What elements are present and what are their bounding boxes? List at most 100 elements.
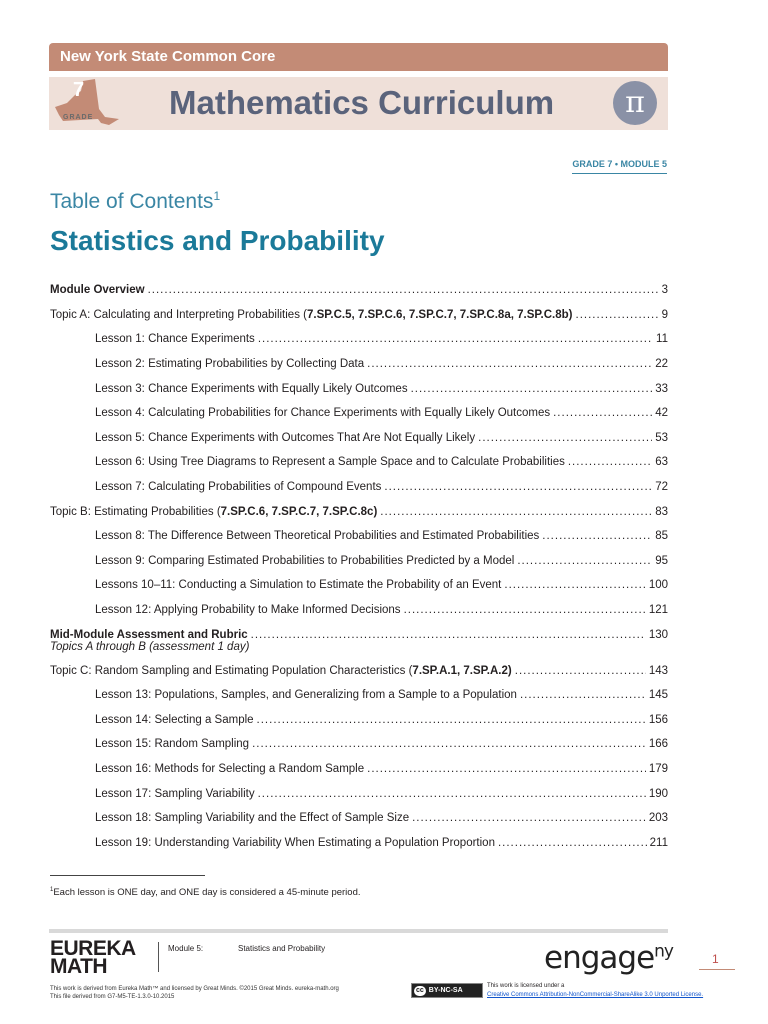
license-text: This work is licensed under a bbox=[487, 983, 565, 989]
footer-separator bbox=[158, 942, 159, 972]
entry-title: Lesson 8: The Difference Between Theoret… bbox=[95, 530, 540, 543]
module-title: Statistics and Probability bbox=[50, 225, 385, 256]
entry-standards: 7.SP.A.1, 7.SP.A.2 bbox=[412, 664, 508, 677]
entry-page-number: 42 bbox=[655, 407, 668, 420]
toc-lesson-entry[interactable]: Lesson 13: Populations, Samples, and Gen… bbox=[50, 683, 668, 708]
entry-title: Lesson 12: Applying Probability to Make … bbox=[95, 604, 401, 617]
entry-close-paren: ) bbox=[373, 505, 378, 518]
toc-lesson-entry[interactable]: Lesson 19: Understanding Variability Whe… bbox=[50, 830, 668, 855]
entry-page-number: 211 bbox=[649, 836, 668, 849]
toc-title: Table of Contents1 bbox=[50, 189, 220, 214]
table-of-contents: Module Overview 3 Topic A: Calculating and… bbox=[50, 278, 668, 855]
footnote-text: Each lesson is ONE day, and ONE day is c… bbox=[53, 887, 361, 899]
cc-badge-text: BY-NC-SA bbox=[428, 987, 463, 994]
dot-leader bbox=[517, 555, 652, 567]
toc-topic-entry[interactable]: Topic B: Estimating Probabilities (7.SP.… bbox=[50, 499, 668, 524]
toc-lesson-entry[interactable]: Lesson 4: Calculating Probabilities for … bbox=[50, 401, 668, 426]
dot-leader bbox=[498, 837, 647, 849]
entry-title: Lesson 7: Calculating Probabilities of C… bbox=[95, 481, 382, 494]
eureka-math-logo: EUREKA MATH bbox=[50, 937, 136, 978]
dot-leader bbox=[576, 309, 659, 321]
entry-page-number: 63 bbox=[655, 456, 668, 469]
toc-topic-entry[interactable]: Topic A: Calculating and Interpreting Pr… bbox=[50, 303, 668, 328]
toc-section-entry[interactable]: Mid-Module Assessment and Rubric 130 bbox=[50, 622, 668, 647]
dot-leader bbox=[148, 284, 659, 296]
entry-page-number: 179 bbox=[648, 762, 668, 775]
entry-close-paren: ) bbox=[507, 664, 512, 677]
derived-line-2: This file derived from G7-M5-TE-1.3.0-10… bbox=[50, 994, 175, 1000]
entry-page-number: 11 bbox=[656, 333, 668, 346]
dot-leader bbox=[411, 383, 653, 395]
dot-leader bbox=[520, 689, 646, 701]
license-link[interactable]: Creative Commons Attribution-NonCommerci… bbox=[487, 992, 704, 998]
footnote: 1Each lesson is ONE day, and ONE day is … bbox=[50, 887, 361, 898]
entry-title: Lesson 4: Calculating Probabilities for … bbox=[95, 407, 551, 420]
entry-page-number: 190 bbox=[648, 787, 668, 800]
toc-title-text: Table of Contents bbox=[50, 190, 214, 213]
toc-lesson-entry[interactable]: Lesson 17: Sampling Variability 190 bbox=[50, 781, 668, 806]
entry-title: Lesson 14: Selecting a Sample bbox=[95, 713, 254, 726]
toc-lesson-entry[interactable]: Lesson 15: Random Sampling 166 bbox=[50, 732, 668, 757]
entry-title: Module Overview bbox=[50, 284, 145, 297]
dot-leader bbox=[542, 530, 652, 542]
derived-line-1: This work is derived from Eureka Math™ a… bbox=[50, 986, 339, 992]
entry-title: Lesson 15: Random Sampling bbox=[95, 738, 250, 751]
derivation-notice: This work is derived from Eureka Math™ a… bbox=[50, 985, 339, 1001]
dot-leader bbox=[252, 738, 646, 750]
entry-title: Lesson 9: Comparing Estimated Probabilit… bbox=[95, 554, 515, 567]
entry-page-number: 53 bbox=[655, 431, 668, 444]
entry-page-number: 121 bbox=[648, 604, 668, 617]
toc-lesson-entry[interactable]: Lesson 16: Methods for Selecting a Rando… bbox=[50, 757, 668, 782]
toc-lesson-entry[interactable]: Lesson 12: Applying Probability to Make … bbox=[50, 598, 668, 623]
toc-section-entry[interactable]: Module Overview 3 bbox=[50, 278, 668, 303]
dot-leader bbox=[367, 763, 646, 775]
toc-lesson-entry[interactable]: Lesson 2: Estimating Probabilities by Co… bbox=[50, 352, 668, 377]
entry-title: Topic A: Calculating and Interpreting Pr… bbox=[50, 308, 307, 321]
new-york-state-icon bbox=[55, 79, 119, 125]
toc-lesson-entry[interactable]: Lesson 5: Chance Experiments with Outcom… bbox=[50, 426, 668, 451]
entry-close-paren: ) bbox=[568, 308, 573, 321]
toc-lesson-entry[interactable]: Lesson 18: Sampling Variability and the … bbox=[50, 806, 668, 831]
toc-lesson-entry[interactable]: Lessons 10–11: Conducting a Simulation t… bbox=[50, 573, 668, 598]
cc-license-badge[interactable]: cc BY-NC-SA bbox=[411, 983, 483, 998]
entry-title: Lesson 6: Using Tree Diagrams to Represe… bbox=[95, 456, 565, 469]
dot-leader bbox=[412, 812, 646, 824]
dot-leader bbox=[384, 481, 652, 493]
entry-title: Lesson 3: Chance Experiments with Equall… bbox=[95, 382, 408, 395]
footnote-number: 1 bbox=[50, 887, 54, 893]
toc-lesson-entry[interactable]: Lesson 3: Chance Experiments with Equall… bbox=[50, 376, 668, 401]
page-number-underline bbox=[699, 969, 735, 970]
dot-leader bbox=[478, 432, 652, 444]
logo-line-1: EUREKA bbox=[50, 937, 136, 960]
license-notice: This work is licensed under a Creative Co… bbox=[487, 982, 703, 1000]
entry-title: Lesson 19: Understanding Variability Whe… bbox=[95, 836, 495, 849]
grade-module-label: GRADE 7 • MODULE 5 bbox=[572, 159, 667, 174]
dot-leader bbox=[515, 665, 646, 677]
entry-standards: 7.SP.C.6, 7.SP.C.7, 7.SP.C.8c bbox=[220, 505, 374, 518]
toc-lesson-entry[interactable]: Lesson 7: Calculating Probabilities of C… bbox=[50, 475, 668, 500]
toc-lesson-entry[interactable]: Lesson 6: Using Tree Diagrams to Represe… bbox=[50, 450, 668, 475]
entry-title: Lesson 17: Sampling Variability bbox=[95, 787, 255, 800]
entry-page-number: 130 bbox=[648, 628, 668, 641]
cc-icon: cc bbox=[414, 986, 426, 996]
entry-page-number: 22 bbox=[655, 358, 668, 371]
dot-leader bbox=[257, 714, 646, 726]
toc-topic-entry[interactable]: Topic C: Random Sampling and Estimating … bbox=[50, 658, 668, 683]
dot-leader bbox=[258, 333, 653, 345]
entry-page-number: 203 bbox=[648, 812, 668, 825]
logo-line-2: MATH bbox=[50, 955, 108, 978]
toc-lesson-entry[interactable]: Lesson 9: Comparing Estimated Probabilit… bbox=[50, 549, 668, 574]
entry-page-number: 85 bbox=[655, 530, 668, 543]
dot-leader bbox=[553, 407, 652, 419]
toc-lesson-entry[interactable]: Lesson 1: Chance Experiments 11 bbox=[50, 327, 668, 352]
toc-lesson-entry[interactable]: Lesson 14: Selecting a Sample 156 bbox=[50, 707, 668, 732]
dot-leader bbox=[251, 629, 646, 641]
footer-module-label: Module 5: bbox=[168, 944, 204, 953]
toc-lesson-entry[interactable]: Lesson 8: The Difference Between Theoret… bbox=[50, 524, 668, 549]
entry-title: Lesson 5: Chance Experiments with Outcom… bbox=[95, 431, 476, 444]
entry-page-number: 100 bbox=[648, 579, 668, 592]
entry-title: Lesson 13: Populations, Samples, and Gen… bbox=[95, 689, 517, 702]
entry-page-number: 83 bbox=[655, 505, 668, 518]
dot-leader bbox=[404, 604, 646, 616]
footnote-divider bbox=[50, 875, 205, 876]
